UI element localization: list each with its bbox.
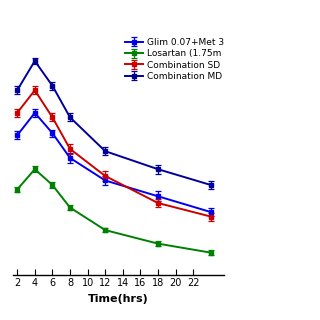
X-axis label: Time(hrs): Time(hrs) xyxy=(88,293,149,304)
Legend: Glim 0.07+Met 3, Losartan (1.75m, Combination SD, Combination MD: Glim 0.07+Met 3, Losartan (1.75m, Combin… xyxy=(125,38,224,81)
